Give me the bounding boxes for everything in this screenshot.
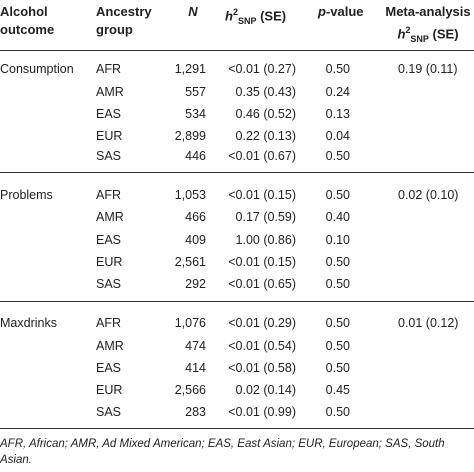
header-ancestry-line1: Ancestry [96,4,152,19]
ancestry-cell: EUR [96,383,123,397]
outcome-maxdrinks: Maxdrinks [0,316,57,330]
header-outcome-line1: Alcohol [0,4,48,19]
pvalue-cell: 0.50 [325,62,350,76]
ancestry-cell: AFR [96,316,121,330]
group-rule [0,301,474,302]
pvalue-cell: 0.40 [325,210,350,224]
header-meta-sup: 2 [405,25,411,35]
n-cell: 2,899 [174,129,206,143]
meta-problems: 0.02 (0.10) [398,188,459,202]
h2-cell: <0.01 (0.99) [228,405,296,419]
h2-cell: <0.01 (0.65) [228,277,296,291]
h2-cell: <0.01 (0.67) [228,149,296,163]
header-n-label: N [188,4,198,19]
n-cell: 557 [185,85,206,99]
meta-maxdrinks: 0.01 (0.12) [398,316,459,330]
n-cell: 534 [185,107,206,121]
n-cell: 2,561 [174,255,206,269]
header-h2-base: h [225,8,233,24]
h2-cell: <0.01 (0.27) [228,62,296,76]
header-n: N [180,3,206,21]
meta-consumption: 0.19 (0.11) [398,62,458,76]
n-cell: 1,053 [174,188,206,202]
group-rule [0,172,474,173]
header-outcome-line2: outcome [0,22,55,37]
h2-cell: 0.22 (0.13) [235,129,296,143]
n-cell: 2,566 [174,383,206,397]
ancestry-cell: SAS [96,405,122,419]
table-footnote: AFR, African; AMR, Ad Mixed American; EA… [0,438,445,466]
pvalue-cell: 0.10 [325,233,350,247]
ancestry-cell: SAS [96,277,122,291]
ancestry-cell: EAS [96,361,122,375]
pvalue-cell: 0.50 [325,255,350,269]
ancestry-cell: AFR [96,188,121,202]
header-h2snp: h2SNP (SE) [225,3,286,30]
outcome-consumption: Consumption [0,62,74,76]
pvalue-cell: 0.24 [325,85,350,99]
header-outcome: Alcohol outcome [0,3,54,39]
header-ancestry-line2: group [96,22,133,37]
n-cell: 466 [185,210,206,224]
ancestry-cell: EAS [96,233,122,247]
ancestry-cell: AFR [96,62,121,76]
h2-cell: 1.00 (0.86) [235,233,296,247]
outcome-problems: Problems [0,188,53,202]
pvalue-cell: 0.50 [325,405,350,419]
header-h2-sub: SNP [237,15,257,26]
pvalue-cell: 0.04 [325,129,350,143]
h2-cell: 0.02 (0.14) [235,383,296,397]
pvalue-cell: 0.50 [325,316,350,330]
pvalue-cell: 0.13 [325,107,350,121]
h2-cell: <0.01 (0.15) [228,188,296,202]
pvalue-cell: 0.45 [325,383,350,397]
n-cell: 474 [185,339,206,353]
pvalue-cell: 0.50 [325,188,350,202]
n-cell: 292 [185,277,206,291]
h2-cell: 0.35 (0.43) [235,85,296,99]
bottom-rule [0,428,474,429]
header-meta-line2: h2SNP (SE) [372,21,474,48]
header-meta: Meta-analysis h2SNP (SE) [372,3,474,48]
ancestry-cell: AMR [96,85,124,99]
ancestry-cell: AMR [96,339,124,353]
n-cell: 1,291 [174,62,206,76]
header-meta-sub: SNP [410,33,429,44]
h2-cell: 0.17 (0.59) [235,210,296,224]
h2-cell: <0.01 (0.29) [228,316,296,330]
n-cell: 1,076 [174,316,206,330]
header-pvalue: p-value [318,3,364,21]
pvalue-cell: 0.50 [325,361,350,375]
header-pvalue-p: p [318,4,326,19]
h2-cell: 0.46 (0.52) [235,107,296,121]
n-cell: 283 [185,405,206,419]
header-meta-h: h [397,26,406,42]
h2-cell: <0.01 (0.54) [228,339,296,353]
h2-cell: <0.01 (0.58) [228,361,296,375]
header-meta-se: (SE) [428,26,459,42]
n-cell: 446 [185,149,206,163]
header-meta-line1: Meta-analysis [385,4,471,19]
h2-cell: <0.01 (0.15) [228,255,296,269]
header-pvalue-rest: -value [325,4,364,19]
header-rule [0,50,474,51]
ancestry-cell: AMR [96,210,124,224]
pvalue-cell: 0.50 [325,149,350,163]
n-cell: 409 [185,233,206,247]
header-h2-se: (SE) [256,8,287,24]
pvalue-cell: 0.50 [325,277,350,291]
ancestry-cell: SAS [96,149,122,163]
header-ancestry: Ancestry group [96,3,152,39]
header-h2-sup: 2 [232,7,238,17]
ancestry-cell: EAS [96,107,122,121]
ancestry-cell: EUR [96,129,123,143]
ancestry-cell: EUR [96,255,123,269]
n-cell: 414 [185,361,206,375]
pvalue-cell: 0.50 [325,339,350,353]
